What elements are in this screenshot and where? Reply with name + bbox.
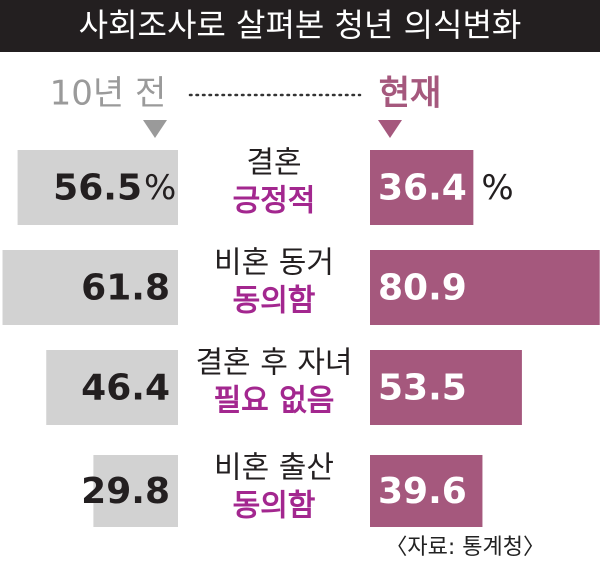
unit-label: % [481, 168, 513, 208]
category-label: 결혼 후 자녀 [195, 346, 352, 381]
value-label: 53.5 [378, 368, 467, 409]
category-label: 결혼 [246, 146, 301, 181]
category-sublabel: 긍정적 [233, 184, 316, 219]
value-label: 39.6 [378, 471, 467, 512]
bar-now [370, 455, 483, 527]
source: 〈자료: 통계청〉 [385, 535, 545, 560]
unit-label: % [144, 168, 176, 208]
value-label: 80.9 [378, 268, 467, 309]
legend-arrow [378, 120, 402, 138]
legend-arrow [143, 120, 167, 138]
value-label: 29.8 [81, 471, 170, 512]
category-sublabel: 동의함 [233, 489, 316, 524]
legend-past: 10년 전 [50, 74, 167, 114]
value-label: 36.4 [378, 168, 467, 209]
category-sublabel: 동의함 [233, 284, 316, 319]
value-label: 46.4 [81, 368, 170, 409]
bar-past [2, 250, 178, 325]
bar-past [46, 350, 178, 425]
bar-now [370, 150, 474, 225]
value-label: 56.5 [53, 168, 142, 209]
bar-past [93, 455, 178, 527]
category-label: 비혼 동거 [214, 246, 334, 281]
value-label: 61.8 [81, 268, 170, 309]
bar-now [370, 350, 522, 425]
title-band [0, 0, 600, 52]
bar-now [370, 250, 600, 325]
category-label: 비혼 출산 [214, 451, 334, 486]
bar-past [17, 150, 178, 225]
legend-now: 현재 [379, 74, 442, 114]
category-sublabel: 필요 없음 [214, 384, 335, 419]
chart-title: 사회조사로 살펴본 청년 의식변화 [79, 6, 522, 44]
